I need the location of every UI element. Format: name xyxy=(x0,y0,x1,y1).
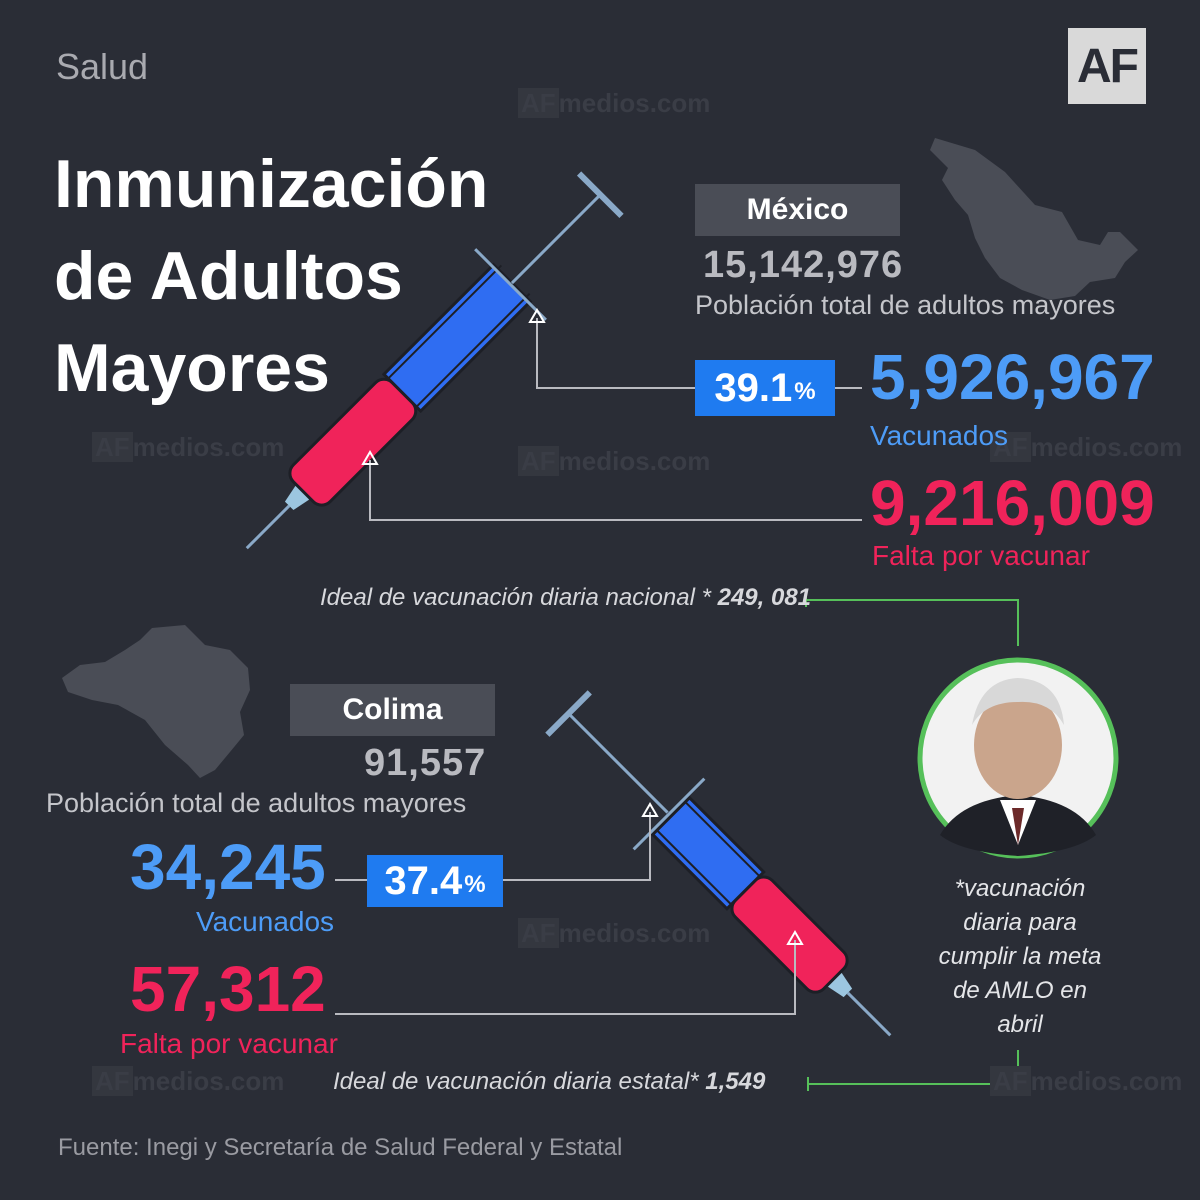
colima-population-label: Población total de adultos mayores xyxy=(46,788,467,818)
watermark: AF medios.com xyxy=(990,1066,1182,1097)
colima-vaccinated: 34,245 xyxy=(130,831,326,903)
colima-percent-value: 37.4 xyxy=(384,858,463,903)
page-title: Inmunización de Adultos Mayores xyxy=(54,138,574,414)
mexico-syringe-icon xyxy=(245,171,624,550)
state-ideal-connector xyxy=(808,1050,1019,1085)
mexico-percent-badge: 39.1% xyxy=(695,360,835,416)
colima-population: 91,557 xyxy=(364,742,487,784)
colima-vaccinated-marker xyxy=(641,802,659,817)
mexico-percent-sign: % xyxy=(794,378,816,405)
mexico-pending: 9,216,009 xyxy=(870,467,1155,539)
mexico-vaccinated-label: Vacunados xyxy=(870,420,1009,451)
mexico-vaccinated: 5,926,967 xyxy=(870,341,1155,413)
colima-vaccinated-label: Vacunados xyxy=(196,906,335,937)
national-ideal-value: 249, 081 xyxy=(717,584,812,611)
mexico-percent-value: 39.1 xyxy=(714,365,793,410)
mexico-pending-marker xyxy=(361,450,379,465)
mexico-pending-label: Falta por vacunar xyxy=(872,540,1090,571)
watermark: AF medios.com xyxy=(518,446,710,477)
title-line-1: Inmunización xyxy=(54,146,489,222)
footnote: *vacunación diaria para cumplir la meta … xyxy=(938,875,1102,1038)
colima-vaccinated-connector xyxy=(503,812,651,881)
watermark: AF medios.com xyxy=(92,1066,284,1097)
colima-pending: 57,312 xyxy=(130,953,326,1025)
watermark: AF medios.com xyxy=(518,88,710,119)
af-logo: AF xyxy=(1068,28,1146,104)
colima-map-icon xyxy=(62,625,250,778)
watermark: AF medios.com xyxy=(518,918,710,949)
national-ideal: Ideal de vacunación diaria nacional * 24… xyxy=(320,584,811,612)
mexico-vaccinated-connector xyxy=(536,318,695,389)
colima-pending-label: Falta por vacunar xyxy=(120,1028,338,1059)
colima-percent-sign: % xyxy=(464,871,486,898)
national-ideal-connector xyxy=(806,599,1019,646)
mexico-population-label: Población total de adultos mayores xyxy=(695,290,1116,320)
mexico-pending-connector xyxy=(369,460,862,521)
mexico-tag: México xyxy=(695,184,900,236)
source: Fuente: Inegi y Secretaría de Salud Fede… xyxy=(58,1134,623,1161)
mexico-population: 15,142,976 xyxy=(703,244,904,286)
title-line-2: de Adultos xyxy=(54,238,403,314)
state-ideal-label: Ideal de vacunación diaria estatal* xyxy=(333,1068,699,1095)
portrait-avatar xyxy=(917,657,1119,859)
state-ideal: Ideal de vacunación diaria estatal* 1,54… xyxy=(333,1068,765,1096)
mexico-vaccinated-marker xyxy=(528,308,546,323)
section-label: Salud xyxy=(56,46,149,87)
mexico-map-icon xyxy=(930,138,1138,300)
title-line-3: Mayores xyxy=(54,330,330,406)
colima-tag: Colima xyxy=(290,684,495,736)
state-ideal-value: 1,549 xyxy=(705,1068,766,1095)
watermark: AF medios.com xyxy=(92,432,284,463)
national-ideal-label: Ideal de vacunación diaria nacional * xyxy=(320,584,711,611)
colima-pending-connector xyxy=(335,940,796,1015)
colima-syringe-icon xyxy=(545,690,892,1037)
colima-percent-badge: 37.4% xyxy=(367,855,503,907)
watermark: AF medios.com xyxy=(990,432,1182,463)
colima-pending-marker xyxy=(786,930,804,945)
